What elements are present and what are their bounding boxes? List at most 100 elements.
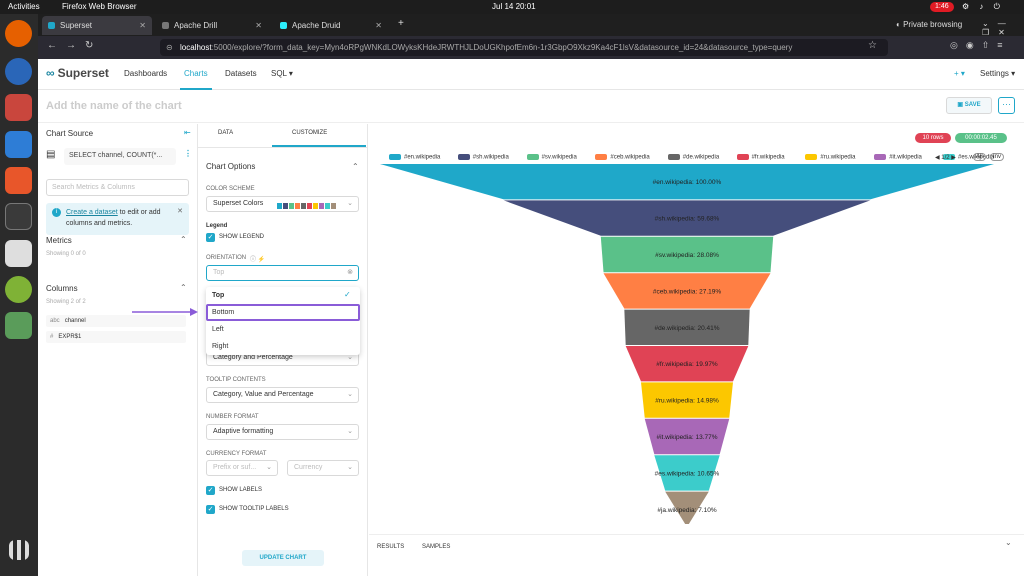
funnel-segment[interactable] [600, 236, 774, 273]
system-tray-icon[interactable]: ⚙ ♪ ⏻ [962, 2, 1004, 11]
metrics-title[interactable]: Metrics [46, 236, 72, 245]
funnel-segment[interactable] [380, 164, 994, 200]
firefox-icon[interactable] [5, 20, 32, 47]
funnel-segment[interactable] [503, 200, 871, 236]
legend-all-button[interactable]: All [973, 153, 986, 161]
superset-logo-text: Superset [57, 66, 109, 80]
close-tab-icon[interactable]: ✕ [375, 21, 382, 30]
option-top[interactable]: Top [212, 292, 225, 299]
info-icon: i [52, 208, 61, 217]
tab-data[interactable]: DATA [218, 130, 234, 136]
legend-entry[interactable]: #fr.wikipedia [736, 154, 785, 161]
funnel-segment[interactable] [603, 273, 771, 309]
show-labels-checkbox[interactable]: ✓ [206, 486, 215, 495]
metrics-chevron-icon[interactable]: ⌃ [180, 235, 187, 244]
forward-icon[interactable]: → [66, 40, 76, 51]
chart-options-section[interactable]: Chart Options [206, 162, 256, 171]
option-right[interactable]: Right [212, 343, 229, 350]
back-icon[interactable]: ← [47, 40, 57, 51]
thunderbird-icon[interactable] [5, 58, 32, 85]
nav-datasets[interactable]: Datasets [225, 69, 257, 78]
trash-icon[interactable] [5, 312, 32, 339]
browser-tab[interactable]: Superset ✕ [42, 16, 152, 35]
save-button[interactable]: ▣ SAVE [946, 97, 992, 114]
tab-results[interactable]: RESULTS [377, 544, 405, 550]
collapse-panel-icon[interactable]: ⇤ [184, 128, 191, 137]
search-metrics-input[interactable]: Search Metrics & Columns [46, 179, 189, 196]
close-tab-icon[interactable]: ✕ [255, 21, 262, 30]
legend-entry[interactable]: #sv.wikipedia [526, 154, 577, 161]
close-info-icon[interactable]: ✕ [177, 208, 183, 215]
tab-customize[interactable]: CUSTOMIZE [292, 130, 328, 136]
browser-tab[interactable]: Apache Drill ✕ [156, 16, 268, 35]
android-studio-icon[interactable] [5, 276, 32, 303]
legend-inverse-button[interactable]: Inv [990, 153, 1005, 161]
dataset-name[interactable]: SELECT channel, COUNT(*... [64, 148, 176, 165]
more-options-button[interactable]: ··· [998, 97, 1015, 114]
orientation-select[interactable]: Top ⊗ [206, 265, 359, 281]
files-icon[interactable] [5, 94, 32, 121]
show-legend-checkbox[interactable]: ✓ [206, 233, 215, 242]
nav-charts[interactable]: Charts [180, 69, 212, 90]
columns-title[interactable]: Columns [46, 284, 78, 293]
funnel-segment[interactable] [665, 491, 709, 524]
close-tab-icon[interactable]: ✕ [139, 21, 146, 30]
new-tab-icon[interactable]: + [398, 18, 404, 29]
columns-chevron-icon[interactable]: ⌃ [180, 283, 187, 292]
option-bottom[interactable]: Bottom [206, 304, 360, 321]
browser-nav-bar: ← → ↻ ⊝ localhost:5000/explore/?form_dat… [38, 36, 1024, 59]
funnel-segment[interactable] [641, 382, 733, 418]
funnel-segment[interactable] [625, 346, 749, 382]
section-chevron-icon[interactable]: ⌃ [352, 162, 359, 171]
legend-entry[interactable]: #en.wikipedia [389, 154, 440, 161]
legend-entry[interactable]: #it.wikipedia [874, 154, 922, 161]
browser-tab[interactable]: Apache Druid ✕ [274, 16, 388, 35]
number-format-select[interactable]: Adaptive formatting ⌄ [206, 424, 359, 440]
clear-icon[interactable]: ⊗ [347, 269, 353, 276]
legend-entry[interactable]: #ru.wikipedia [805, 154, 855, 161]
superset-logo[interactable]: ∞ Superset [46, 66, 109, 80]
legend-entry[interactable]: #de.wikipedia [667, 154, 719, 161]
legend-label: #en.wikipedia [404, 154, 441, 161]
legend-pager[interactable]: ◀ 1/2 ▶ [935, 155, 956, 161]
new-menu-button[interactable]: + ▾ [954, 69, 965, 78]
terminal-icon[interactable] [5, 203, 32, 230]
window-controls-icon[interactable]: ⌄—❐✕ [982, 19, 1015, 37]
currency-prefix-select[interactable]: Prefix or suf... ⌄ [206, 460, 278, 476]
funnel-segment[interactable] [654, 455, 720, 491]
url-bar[interactable]: ⊝ localhost:5000/explore/?form_data_key=… [160, 39, 888, 56]
app-store-icon[interactable] [5, 167, 32, 194]
settings-menu[interactable]: Settings ▾ [980, 69, 1016, 78]
chart-name-input[interactable]: Add the name of the chart [46, 100, 182, 112]
currency-select[interactable]: Currency ⌄ [287, 460, 359, 476]
dataset-menu-icon[interactable]: ⋮ [184, 149, 192, 158]
chevron-down-icon: ⌄ [347, 428, 353, 435]
tooltip-contents-select[interactable]: Category, Value and Percentage ⌄ [206, 387, 359, 403]
legend-swatch [874, 154, 887, 160]
legend-entry[interactable]: #ceb.wikipedia [595, 154, 650, 161]
option-left[interactable]: Left [212, 326, 224, 333]
nav-sql[interactable]: SQL ▾ [271, 69, 293, 78]
update-chart-button[interactable]: UPDATE CHART [242, 550, 324, 566]
app-grid-icon[interactable] [9, 540, 29, 560]
bookmark-star-icon[interactable]: ☆ [868, 40, 877, 51]
text-editor-icon[interactable] [5, 240, 32, 267]
funnel-label: #ceb.wikipedia: 27.19% [653, 288, 722, 295]
funnel-segment[interactable] [644, 418, 730, 455]
funnel-segment[interactable] [624, 309, 750, 345]
nav-dashboards[interactable]: Dashboards [124, 69, 168, 78]
create-dataset-link[interactable]: Create a dataset [66, 209, 118, 216]
color-scheme-select[interactable]: Superset Colors ⌄ [206, 196, 359, 212]
column-item[interactable]: # EXPR$1 [46, 331, 186, 343]
legend-entry[interactable]: #sh.wikipedia [457, 154, 509, 161]
reload-icon[interactable]: ↻ [85, 40, 94, 51]
expand-results-icon[interactable]: ⌄ [1005, 538, 1012, 547]
page-info-icon[interactable]: ⊝ [166, 43, 173, 52]
show-tooltip-labels-checkbox[interactable]: ✓ [206, 505, 215, 514]
activities-button[interactable]: Activities [8, 2, 40, 11]
document-icon[interactable] [5, 131, 32, 158]
clock[interactable]: Jul 14 20:01 [492, 2, 536, 11]
tab-samples[interactable]: SAMPLES [422, 544, 451, 550]
toolbar-icons[interactable]: ◎◉⇧≡ [950, 40, 1011, 50]
column-item[interactable]: abc channel [46, 315, 186, 327]
